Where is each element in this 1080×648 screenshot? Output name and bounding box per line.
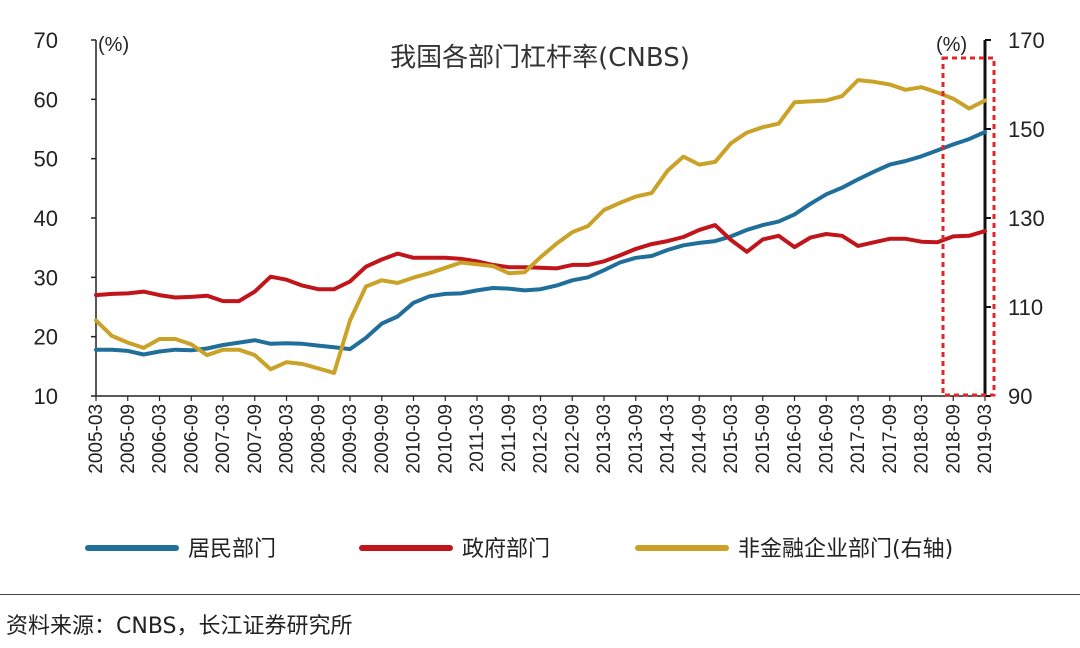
x-tick-label: 2011-03 [467, 404, 488, 472]
x-tick-label: 2019-03 [975, 404, 996, 474]
x-tick-label: 2013-03 [594, 404, 615, 474]
right-tick-label: 150 [1008, 117, 1045, 142]
x-tick-label: 2015-09 [753, 404, 774, 474]
x-axis-ticks: 2005-03 2005-09 2006-03 2006-09 2007-03 2007-… [86, 396, 996, 474]
legend-label-1: 政府部门 [462, 537, 550, 562]
x-tick-label: 2017-03 [848, 404, 869, 474]
left-tick-label: 20 [34, 325, 58, 350]
series-lines [94, 78, 987, 375]
x-tick-label: 2010-09 [435, 404, 456, 474]
highlight-box [941, 56, 996, 397]
x-tick-label: 2018-09 [943, 404, 964, 474]
left-axis-ticks: 10 20 30 40 50 60 70 [34, 28, 96, 409]
x-tick-label: 2006-03 [150, 404, 171, 474]
legend-label-0: 居民部门 [188, 537, 276, 562]
right-axis-unit: (%) [936, 34, 967, 56]
x-tick-label: 2012-03 [531, 404, 552, 474]
x-tick-label: 2006-09 [181, 404, 202, 474]
series-line-2 [94, 78, 987, 375]
left-tick-label: 30 [34, 265, 58, 290]
source-note: 资料来源：CNBS，长江证券研究所 [6, 614, 353, 639]
x-tick-label: 2005-03 [86, 404, 107, 474]
left-tick-label: 70 [34, 28, 58, 53]
legend-label-2: 非金融企业部门(右轴) [738, 537, 953, 562]
chart-title: 我国各部门杠杆率(CNBS) [390, 43, 690, 73]
x-tick-label: 2010-03 [404, 404, 425, 474]
x-tick-label: 2015-03 [721, 404, 742, 474]
left-tick-label: 50 [34, 147, 58, 172]
right-tick-label: 130 [1008, 206, 1045, 231]
left-axis-unit: (%) [98, 34, 129, 56]
source-divider [0, 594, 1080, 595]
x-tick-label: 2007-03 [213, 404, 234, 474]
right-tick-label: 90 [1008, 384, 1032, 409]
x-tick-label: 2009-09 [372, 404, 393, 474]
x-tick-label: 2018-03 [912, 404, 933, 474]
left-tick-label: 60 [34, 87, 58, 112]
x-tick-label: 2017-09 [880, 404, 901, 474]
right-tick-label: 170 [1008, 28, 1045, 53]
x-tick-label: 2016-03 [785, 404, 806, 474]
x-tick-label: 2012-09 [562, 404, 583, 474]
x-tick-label: 2008-09 [308, 404, 329, 474]
x-tick-label: 2011-09 [499, 404, 520, 472]
x-tick-label: 2009-03 [340, 404, 361, 474]
x-tick-label: 2014-03 [658, 404, 679, 474]
legend: 居民部门 政府部门 非金融企业部门(右轴) [85, 537, 953, 562]
x-tick-label: 2007-09 [245, 404, 266, 474]
chart-canvas: 我国各部门杠杆率(CNBS) (%) (%) 10 20 30 40 50 60 70 90… [34, 28, 1045, 562]
x-tick-label: 2008-03 [277, 404, 298, 474]
x-tick-label: 2005-09 [118, 404, 139, 474]
series-line-0 [94, 130, 987, 357]
left-tick-label: 10 [34, 384, 58, 409]
x-tick-label: 2013-09 [626, 404, 647, 474]
right-tick-label: 110 [1008, 295, 1043, 320]
right-axis-ticks: 90 110 130 150 170 [985, 28, 1045, 409]
series-line-1 [94, 223, 987, 304]
x-tick-label: 2014-09 [689, 404, 710, 474]
left-tick-label: 40 [34, 206, 58, 231]
x-tick-label: 2016-09 [816, 404, 837, 474]
